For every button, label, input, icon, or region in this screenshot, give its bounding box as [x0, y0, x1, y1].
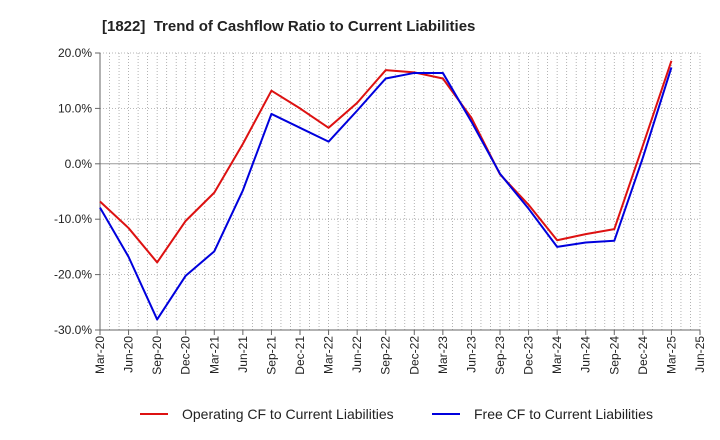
- data-point-free-cf: [241, 189, 244, 192]
- data-point-operating-cf: [441, 77, 444, 80]
- data-point-free-cf: [127, 255, 130, 258]
- legend-label-free-cf: Free CF to Current Liabilities: [474, 406, 653, 422]
- data-point-operating-cf: [556, 239, 559, 242]
- y-axis-ticks: 20.0% 10.0% 0.0% -10.0% -20.0% -30.0%: [54, 46, 100, 337]
- data-point-free-cf: [99, 206, 102, 209]
- data-point-free-cf: [270, 112, 273, 115]
- data-point-operating-cf: [584, 233, 587, 236]
- data-point-free-cf: [527, 207, 530, 210]
- data-point-free-cf: [413, 71, 416, 74]
- data-point-free-cf: [384, 77, 387, 80]
- x-tick-label: Jun-24: [579, 336, 593, 373]
- data-point-free-cf: [670, 66, 673, 69]
- x-tick-label: Dec-24: [636, 336, 650, 375]
- data-point-operating-cf: [156, 261, 159, 264]
- x-tick-label: Mar-22: [322, 336, 336, 374]
- data-point-free-cf: [613, 239, 616, 242]
- x-tick-label: Mar-21: [207, 336, 221, 374]
- data-point-free-cf: [156, 318, 159, 321]
- data-point-operating-cf: [613, 228, 616, 231]
- data-point-operating-cf: [356, 101, 359, 104]
- data-point-operating-cf: [670, 59, 673, 62]
- x-tick-label: Jun-20: [122, 336, 136, 373]
- x-tick-label: Dec-21: [293, 336, 307, 375]
- chart-title: [1822] Trend of Cashflow Ratio to Curren…: [102, 18, 475, 35]
- x-axis-ticks: Mar-20 Jun-20 Sep-20 Dec-20 Mar-21 Jun-21 Sep-…: [93, 330, 707, 375]
- y-tick-label: -30.0%: [54, 323, 92, 337]
- data-point-free-cf: [213, 250, 216, 253]
- y-tick-label: 10.0%: [58, 101, 92, 115]
- data-point-free-cf: [499, 172, 502, 175]
- data-point-free-cf: [584, 241, 587, 244]
- y-tick-label: 0.0%: [65, 157, 93, 171]
- data-point-operating-cf: [327, 126, 330, 129]
- data-point-operating-cf: [241, 142, 244, 145]
- data-point-free-cf: [641, 156, 644, 159]
- data-point-operating-cf: [384, 69, 387, 72]
- legend: Operating CF to Current Liabilities Free…: [140, 406, 653, 422]
- data-point-operating-cf: [299, 107, 302, 110]
- x-tick-label: Jun-25: [693, 336, 707, 373]
- x-tick-label: Mar-24: [550, 336, 564, 374]
- data-point-free-cf: [556, 245, 559, 248]
- x-tick-label: Mar-20: [93, 336, 107, 374]
- x-tick-label: Sep-21: [264, 336, 278, 375]
- data-point-operating-cf: [127, 227, 130, 230]
- x-tick-label: Dec-22: [407, 336, 421, 375]
- x-tick-label: Mar-25: [664, 336, 678, 374]
- plot-axes: [99, 53, 700, 331]
- x-tick-label: Jun-23: [464, 336, 478, 373]
- x-tick-label: Mar-23: [436, 336, 450, 374]
- x-tick-label: Dec-20: [179, 336, 193, 375]
- y-tick-label: -20.0%: [54, 268, 92, 282]
- x-tick-label: Sep-20: [150, 336, 164, 375]
- data-point-free-cf: [441, 71, 444, 74]
- y-tick-label: -10.0%: [54, 212, 92, 226]
- x-tick-label: Jun-21: [236, 336, 250, 373]
- x-tick-label: Sep-23: [493, 336, 507, 375]
- series-line-free-cf: [99, 67, 673, 321]
- data-point-free-cf: [356, 109, 359, 112]
- data-point-free-cf: [299, 126, 302, 129]
- data-point-free-cf: [327, 140, 330, 143]
- data-point-operating-cf: [99, 200, 102, 203]
- data-point-operating-cf: [270, 89, 273, 92]
- data-point-free-cf: [184, 274, 187, 277]
- x-tick-label: Dec-23: [522, 336, 536, 375]
- x-tick-label: Sep-24: [607, 336, 621, 375]
- legend-label-operating-cf: Operating CF to Current Liabilities: [182, 406, 394, 422]
- data-point-operating-cf: [641, 144, 644, 147]
- data-point-operating-cf: [213, 191, 216, 194]
- x-tick-label: Jun-22: [350, 336, 364, 373]
- series-layer: [99, 59, 673, 321]
- data-point-operating-cf: [184, 219, 187, 222]
- plot-grid: [100, 52, 701, 330]
- y-tick-label: 20.0%: [58, 46, 92, 60]
- data-point-free-cf: [470, 120, 473, 123]
- series-line-operating-cf: [99, 60, 673, 264]
- x-tick-label: Sep-22: [379, 336, 393, 375]
